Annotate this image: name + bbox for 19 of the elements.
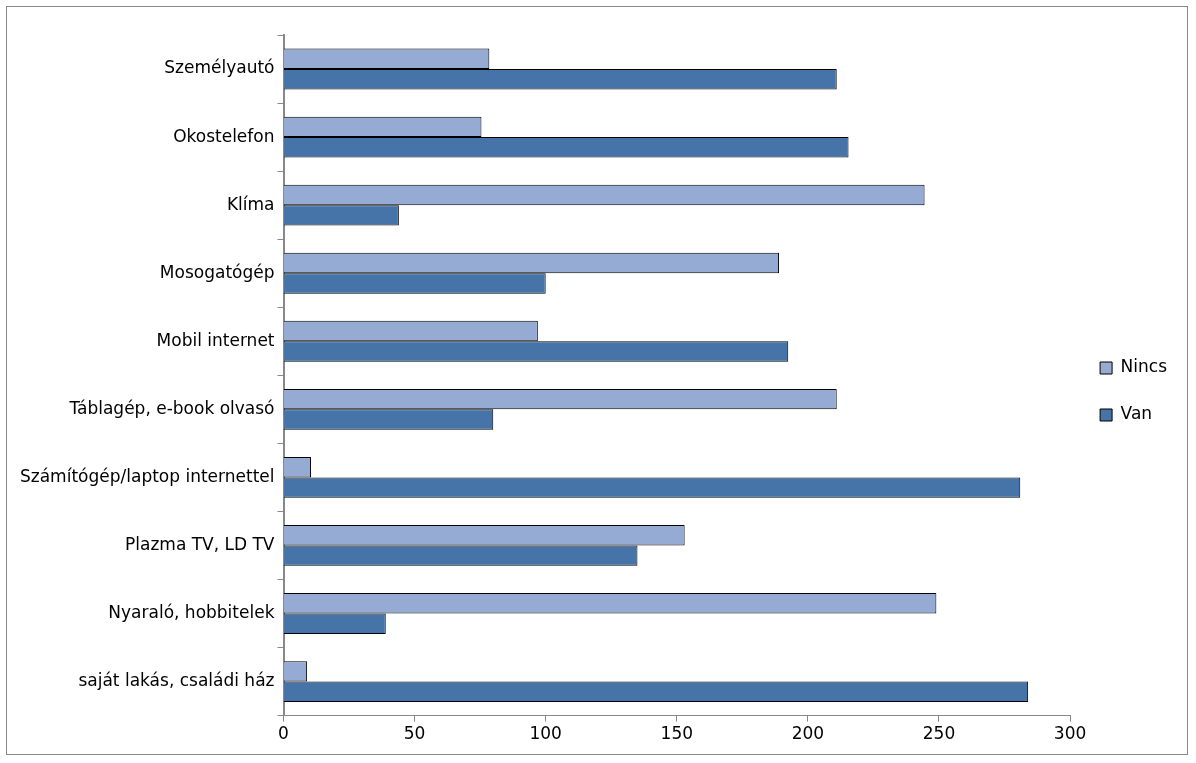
y-tick-label: Klíma [226,193,275,214]
y-tick-label: Számítógép/laptop internettel [19,465,275,486]
y-tick-label: saját lakás, családi ház [78,669,275,690]
x-tick-label: 150 [660,723,694,744]
y-tick-label: Személyautó [164,57,275,78]
y-tick-label: Táblagép, e-book olvasó [68,397,275,418]
y-tick-label: Mosogatógép [159,261,275,282]
y-tick-label: Plazma TV, LD TV [125,533,275,554]
y-tick-label: Nyaraló, hobbitelek [108,601,275,622]
x-tick-label: 250 [922,723,956,744]
x-tick-label: 50 [403,723,426,744]
y-tick-label: Okostelefon [173,125,275,146]
x-tick-label: 0 [278,723,289,744]
x-tick-label: 200 [791,723,825,744]
x-tick-label: 300 [1053,723,1087,744]
y-tick-label: Mobil internet [156,329,275,350]
x-tick-label: 100 [529,723,562,744]
legend-label: Van [1120,403,1153,424]
legend-label: Nincs [1120,356,1168,377]
